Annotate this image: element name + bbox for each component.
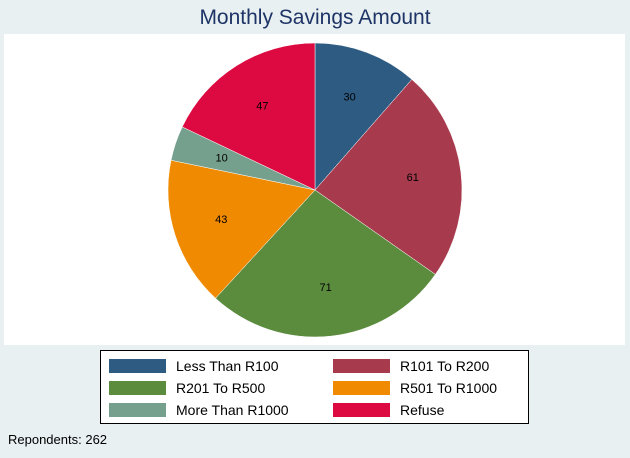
legend-item: R201 To R500 bbox=[109, 379, 265, 397]
legend-swatch bbox=[333, 359, 390, 373]
pie-slice-3 bbox=[215, 189, 436, 338]
chart-title: Monthly Savings Amount bbox=[199, 6, 431, 29]
legend-label: Refuse bbox=[400, 402, 445, 418]
pie-chart: 30 61 71 43 10 47 bbox=[167, 42, 463, 338]
legend-swatch bbox=[109, 403, 166, 417]
legend-label: R201 To R500 bbox=[176, 380, 266, 396]
pie-slice-4 bbox=[167, 159, 316, 299]
legend-swatch bbox=[333, 381, 390, 395]
slice-value-label-2: 61 bbox=[407, 172, 419, 184]
legend-label: R101 To R200 bbox=[400, 358, 490, 374]
legend-label: R501 To R1000 bbox=[400, 380, 498, 396]
legend-label: Less Than R100 bbox=[176, 358, 279, 374]
legend-item: R101 To R200 bbox=[333, 357, 489, 375]
legend-swatch bbox=[109, 381, 166, 395]
slice-value-label-3: 71 bbox=[319, 282, 331, 294]
respondents-note: Repondents: 262 bbox=[8, 432, 108, 447]
slice-value-label-1: 30 bbox=[344, 92, 356, 104]
slice-value-label-6: 47 bbox=[256, 101, 268, 113]
legend-swatch bbox=[333, 403, 390, 417]
slice-value-label-5: 10 bbox=[216, 153, 228, 165]
slice-value-label-4: 43 bbox=[215, 214, 227, 226]
pie-slice-1 bbox=[314, 42, 413, 191]
pie-slice-6 bbox=[181, 42, 316, 191]
legend-item: More Than R1000 bbox=[109, 401, 289, 419]
plot-area: 30 61 71 43 10 47 bbox=[4, 34, 625, 345]
legend-swatch bbox=[109, 359, 166, 373]
legend-item: Less Than R100 bbox=[109, 357, 278, 375]
legend-item: R501 To R1000 bbox=[333, 379, 497, 397]
legend-item: Refuse bbox=[333, 401, 444, 419]
pie-slice-2 bbox=[314, 79, 463, 275]
legend-label: More Than R1000 bbox=[176, 402, 289, 418]
legend: Less Than R100 R101 To R200 R201 To R500 R5… bbox=[100, 350, 529, 424]
